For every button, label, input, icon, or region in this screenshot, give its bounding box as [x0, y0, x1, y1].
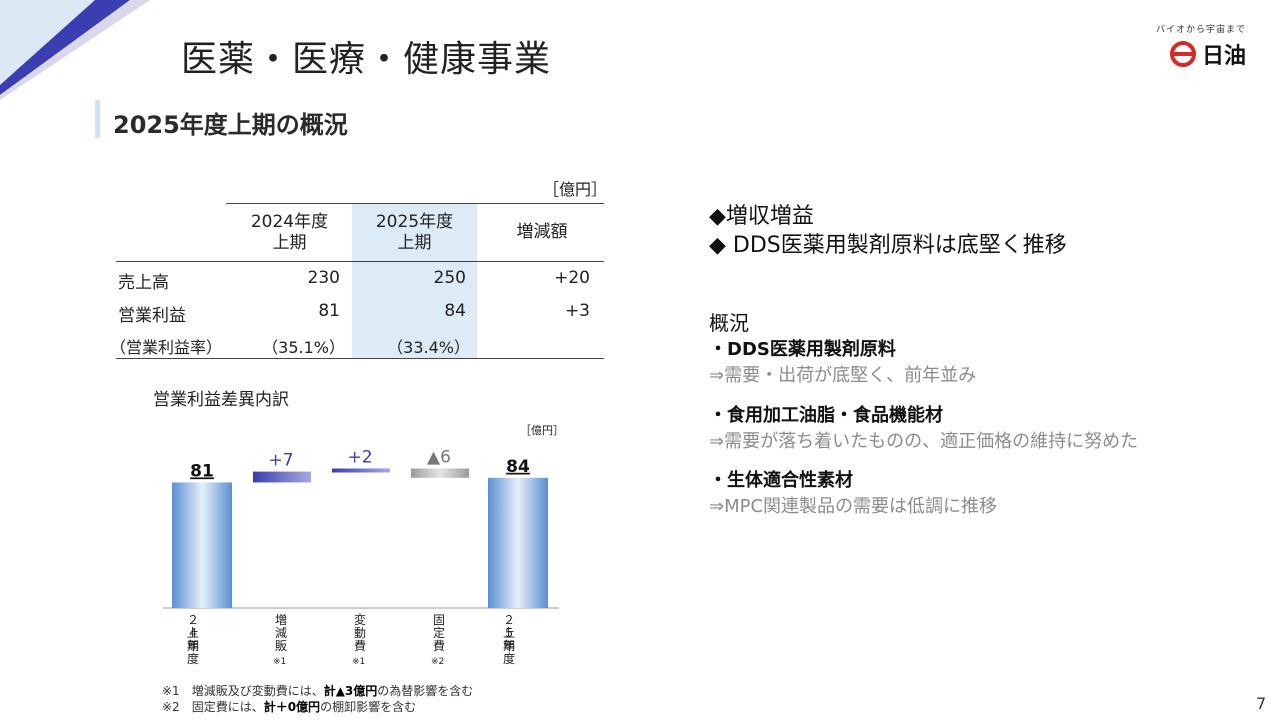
section-accent-bar — [95, 100, 100, 138]
cell-2025: 84 — [444, 301, 466, 321]
table-unit: ［億円］ — [543, 180, 608, 199]
table-bottom-rule — [116, 358, 604, 359]
overview-heading: 概況 — [709, 311, 749, 335]
overview-item-head: ・DDS医薬用製剤原料 — [709, 339, 896, 360]
logo-mark-icon — [1169, 41, 1196, 67]
table-header-diff: 増減額 — [516, 222, 568, 242]
company-logo: バイオから宇宙まで 日油 — [1146, 22, 1246, 72]
waterfall-value-label: +2 — [347, 448, 372, 468]
category-footnote-mark: ※1 — [273, 657, 287, 667]
waterfall-value-label: 81 — [190, 461, 214, 481]
section-title: 2025年度上期の概況 — [113, 111, 348, 139]
overview-item-head: ・食用加工油脂・食品機能材 — [709, 405, 943, 426]
page-title: 医薬・医療・健康事業 — [181, 39, 552, 80]
row-label: 売上高 — [118, 273, 169, 293]
waterfall-chart: 81 +7 +2 ▲6 84 — [163, 448, 559, 609]
footnote-1: ※1 増減販及び変動費には、計▲3億円の為替影響を含む — [162, 684, 474, 698]
waterfall-bar — [253, 471, 311, 483]
overview-item-detail: ⇒需要が落ち着いたものの、適正価格の維持に努めた — [709, 431, 1139, 452]
waterfall-value-label: ▲6 — [427, 448, 451, 468]
cell-2024: 230 — [307, 268, 340, 288]
table-highlight-column — [352, 204, 477, 358]
overview-item-detail: ⇒MPC関連製品の需要は低調に推移 — [709, 496, 998, 517]
row-label: 営業利益 — [118, 306, 186, 326]
waterfall-bar — [488, 477, 548, 608]
waterfall-bar — [411, 468, 469, 478]
waterfall-bar — [332, 468, 390, 473]
waterfall-unit: ［億円］ — [520, 424, 564, 437]
cell-diff: +3 — [564, 301, 590, 321]
logo-tagline: バイオから宇宙まで — [1155, 25, 1246, 35]
waterfall-bar — [172, 482, 232, 608]
page-number: 7 — [1256, 694, 1267, 713]
logo-name: 日油 — [1201, 44, 1246, 69]
overview-item-detail: ⇒需要・出荷が底堅く、前年並み — [709, 365, 977, 386]
table-header-2024: 2024年度 上期 — [250, 212, 329, 253]
cell-2024: 81 — [318, 301, 340, 321]
footnote-2: ※2 固定費には、計＋0億円の棚卸影響を含む — [162, 700, 417, 714]
summary-bullet: ◆ DDS医薬用製剤原料は底堅く推移 — [709, 233, 1067, 258]
cell-2024: （35.1%） — [262, 338, 345, 357]
corner-decoration — [0, 0, 150, 100]
category-footnote-mark: ※1 — [352, 657, 366, 667]
waterfall-title: 営業利益差異内訳 — [153, 390, 289, 410]
waterfall-value-label: 84 — [506, 457, 530, 477]
category-footnote-mark: ※2 — [431, 657, 445, 667]
cell-diff: +20 — [554, 268, 590, 288]
overview-item-head: ・生体適合性素材 — [709, 470, 853, 491]
table-header-2025: 2025年度 上期 — [375, 212, 454, 253]
summary-bullet: ◆増収増益 — [709, 204, 814, 229]
waterfall-value-label: +7 — [268, 451, 293, 471]
row-label: （営業利益率） — [110, 338, 223, 357]
table-top-rule — [226, 203, 604, 204]
cell-2025: （33.4%） — [387, 338, 470, 357]
table-header-rule — [116, 261, 604, 262]
cell-2025: 250 — [433, 268, 466, 288]
